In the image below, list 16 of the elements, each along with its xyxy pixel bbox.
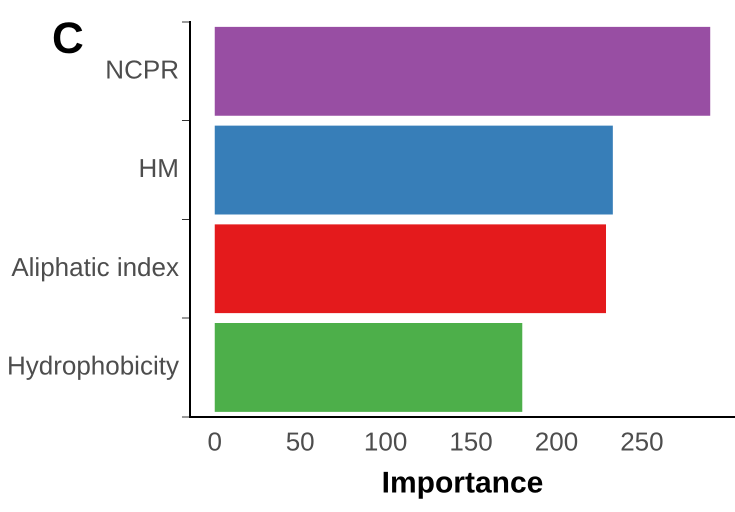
x-tick-label: 100	[364, 426, 408, 457]
x-tick-label: 0	[208, 426, 222, 457]
x-tick-label: 200	[534, 426, 578, 457]
bar	[214, 224, 606, 314]
y-tick-label: Aliphatic index	[11, 252, 179, 282]
text: C	[52, 14, 84, 64]
bar	[214, 126, 613, 214]
x-tick-label: 50	[286, 426, 315, 457]
y-tick-label: HM	[138, 153, 179, 184]
bar	[214, 26, 710, 116]
x-tick-label: 250	[620, 426, 664, 457]
y-tick-label: Hydrophobicity	[6, 350, 179, 381]
x-axis-title: Importance	[382, 466, 544, 500]
y-tick-label: NCPR	[105, 54, 179, 85]
bar	[214, 323, 522, 412]
x-tick-label: 150	[449, 426, 493, 457]
